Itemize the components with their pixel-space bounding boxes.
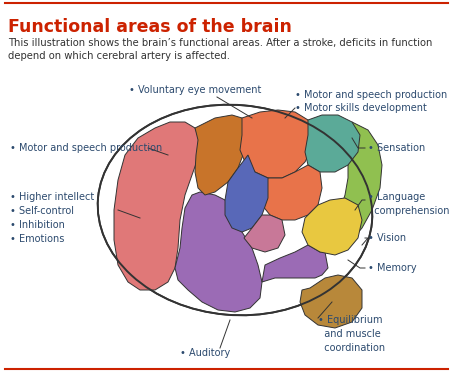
Polygon shape: [262, 245, 328, 282]
Text: • Voluntary eye movement: • Voluntary eye movement: [129, 85, 261, 95]
Text: • Sensation: • Sensation: [368, 143, 425, 153]
Text: • Language
  comprehension: • Language comprehension: [368, 192, 449, 216]
Text: • Motor skills development: • Motor skills development: [295, 103, 427, 113]
Text: • Equilibrium
  and muscle
  coordination: • Equilibrium and muscle coordination: [318, 315, 385, 353]
Text: • Auditory: • Auditory: [180, 348, 230, 358]
Text: This illustration shows the brain’s functional areas. After a stroke, deficits i: This illustration shows the brain’s func…: [8, 38, 432, 61]
Polygon shape: [175, 192, 262, 312]
Polygon shape: [195, 115, 248, 195]
Polygon shape: [302, 198, 362, 255]
Text: • Motor and speech production: • Motor and speech production: [10, 143, 162, 153]
Text: • Motor and speech production: • Motor and speech production: [295, 90, 447, 100]
Text: • Memory: • Memory: [368, 263, 417, 273]
Polygon shape: [240, 110, 315, 178]
Polygon shape: [225, 155, 268, 232]
Polygon shape: [114, 122, 200, 290]
Polygon shape: [300, 275, 362, 328]
Polygon shape: [305, 115, 360, 172]
Ellipse shape: [98, 105, 372, 315]
Text: Functional areas of the brain: Functional areas of the brain: [8, 18, 292, 36]
Text: • Higher intellect
• Self-control
• Inhibition
• Emotions: • Higher intellect • Self-control • Inhi…: [10, 192, 94, 244]
Polygon shape: [244, 215, 285, 252]
Text: • Vision: • Vision: [368, 233, 406, 243]
Polygon shape: [320, 122, 382, 252]
Polygon shape: [262, 165, 322, 220]
